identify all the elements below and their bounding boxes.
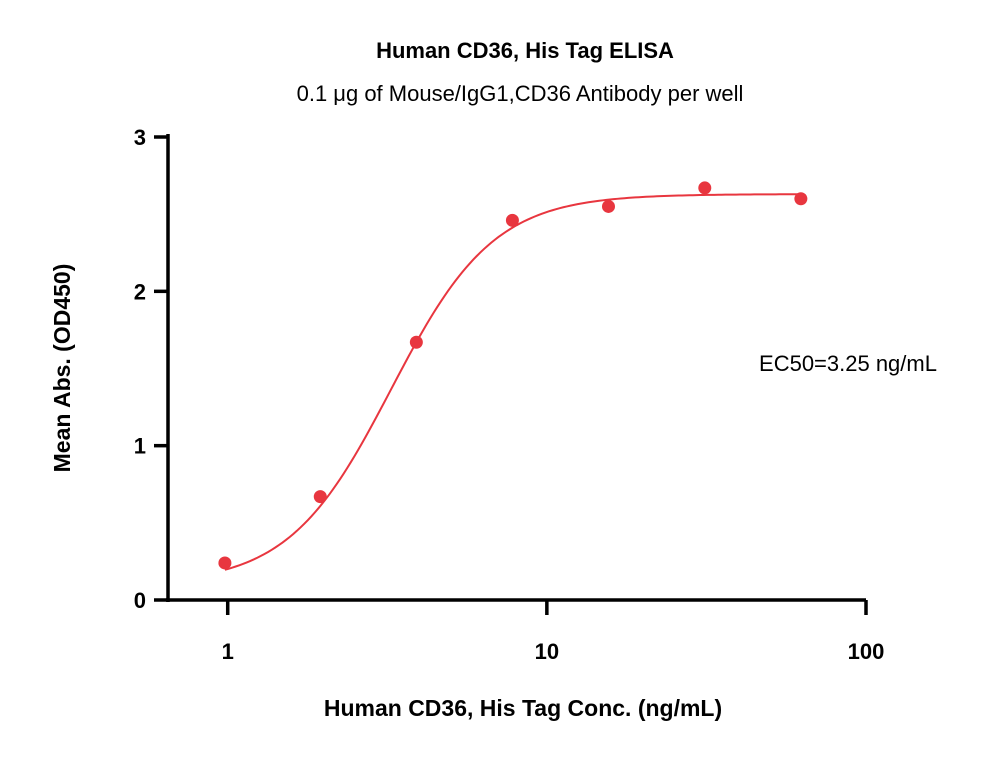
y-tick-label: 0 <box>134 588 146 613</box>
chart-title: Human CD36, His Tag ELISA <box>376 38 674 63</box>
y-tick-label: 2 <box>134 279 146 304</box>
data-point <box>505 213 519 227</box>
data-points <box>218 181 808 570</box>
data-point <box>409 335 423 349</box>
x-axis-label: Human CD36, His Tag Conc. (ng/mL) <box>324 695 722 721</box>
y-axis-label: Mean Abs. (OD450) <box>49 264 75 473</box>
chart-subtitle: 0.1 μg of Mouse/IgG1,CD36 Antibody per w… <box>297 81 744 106</box>
x-tick-label: 100 <box>848 639 885 664</box>
data-point <box>313 490 327 504</box>
x-ticks: 1 10 100 <box>222 600 885 664</box>
y-tick-label: 1 <box>134 434 146 459</box>
data-point <box>698 181 712 195</box>
ec50-annotation: EC50=3.25 ng/mL <box>759 351 937 376</box>
y-ticks: 0 1 2 3 <box>134 125 168 613</box>
x-tick-label: 1 <box>222 639 234 664</box>
data-point <box>218 556 232 570</box>
fit-curve <box>224 193 801 571</box>
y-tick-label: 3 <box>134 125 146 150</box>
data-point <box>601 199 615 213</box>
x-tick-label: 10 <box>535 639 559 664</box>
data-point <box>794 192 808 206</box>
